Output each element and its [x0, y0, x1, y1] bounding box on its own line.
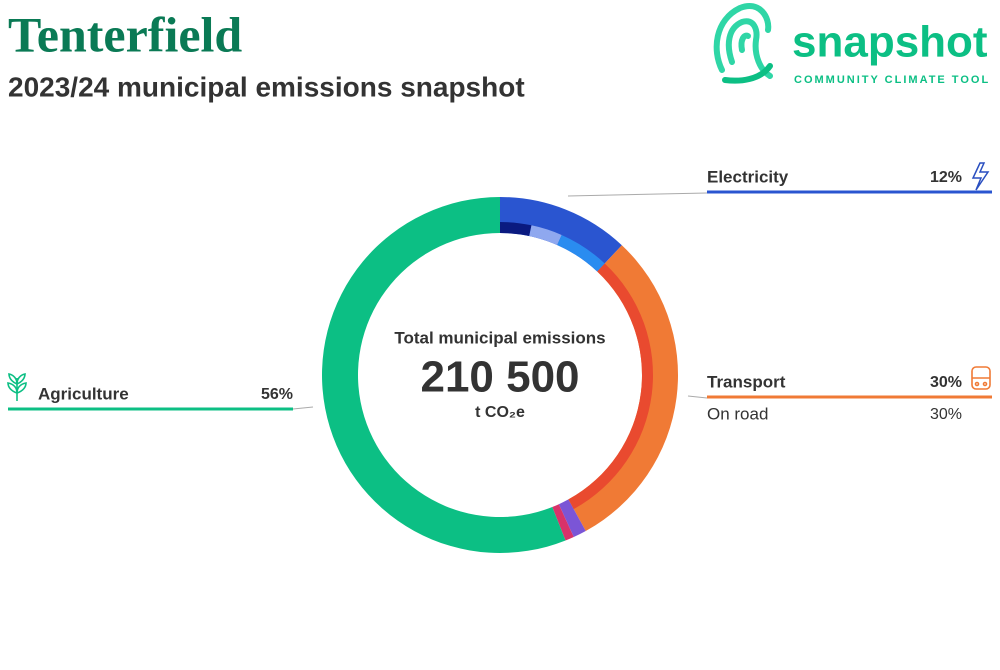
category-label: Electricity [707, 167, 789, 186]
donut-segment [322, 197, 566, 553]
category-label: Agriculture [38, 384, 129, 403]
icon-part [982, 381, 988, 387]
value-label: 12% [930, 169, 962, 186]
logo-stroke [713, 3, 772, 73]
icon-part [8, 373, 26, 385]
logo-tagline: COMMUNITY CLIMATE TOOL [794, 74, 990, 86]
breakdown-label: On road [707, 404, 768, 423]
center-label: Total municipal emissions [394, 328, 605, 347]
breakdown-segment [568, 263, 653, 510]
breakdown-segment [557, 234, 605, 272]
breakdown-segment [500, 222, 532, 237]
transport-icon [971, 366, 991, 390]
donut-segment [568, 245, 678, 531]
donut-segment [558, 499, 586, 537]
chart-subtitle: 2023/24 municipal emissions snapshot [8, 71, 525, 102]
value-label: 56% [261, 386, 293, 403]
category-label: Transport [707, 372, 786, 391]
center-unit: t CO₂e [475, 404, 525, 421]
chart-title: Tenterfield [8, 6, 242, 62]
icon-part [974, 381, 980, 387]
logo-name: snapshot [792, 18, 988, 67]
icon-part [7, 382, 27, 394]
logo-stroke [722, 63, 773, 84]
leader-line [567, 192, 708, 197]
electricity-icon [971, 162, 990, 191]
agriculture-icon [7, 373, 27, 401]
donut-segment [500, 197, 622, 272]
breakdown-value: 30% [930, 406, 962, 423]
breakdown-segment [529, 225, 562, 246]
logo-icon [713, 3, 773, 84]
center-total: 210 500 [420, 353, 579, 402]
value-label: 30% [930, 374, 962, 391]
logo-stroke [738, 32, 751, 53]
logo-stroke [725, 18, 773, 79]
donut-segment [552, 504, 574, 541]
leader-line [292, 406, 314, 410]
leader-line [687, 395, 708, 399]
